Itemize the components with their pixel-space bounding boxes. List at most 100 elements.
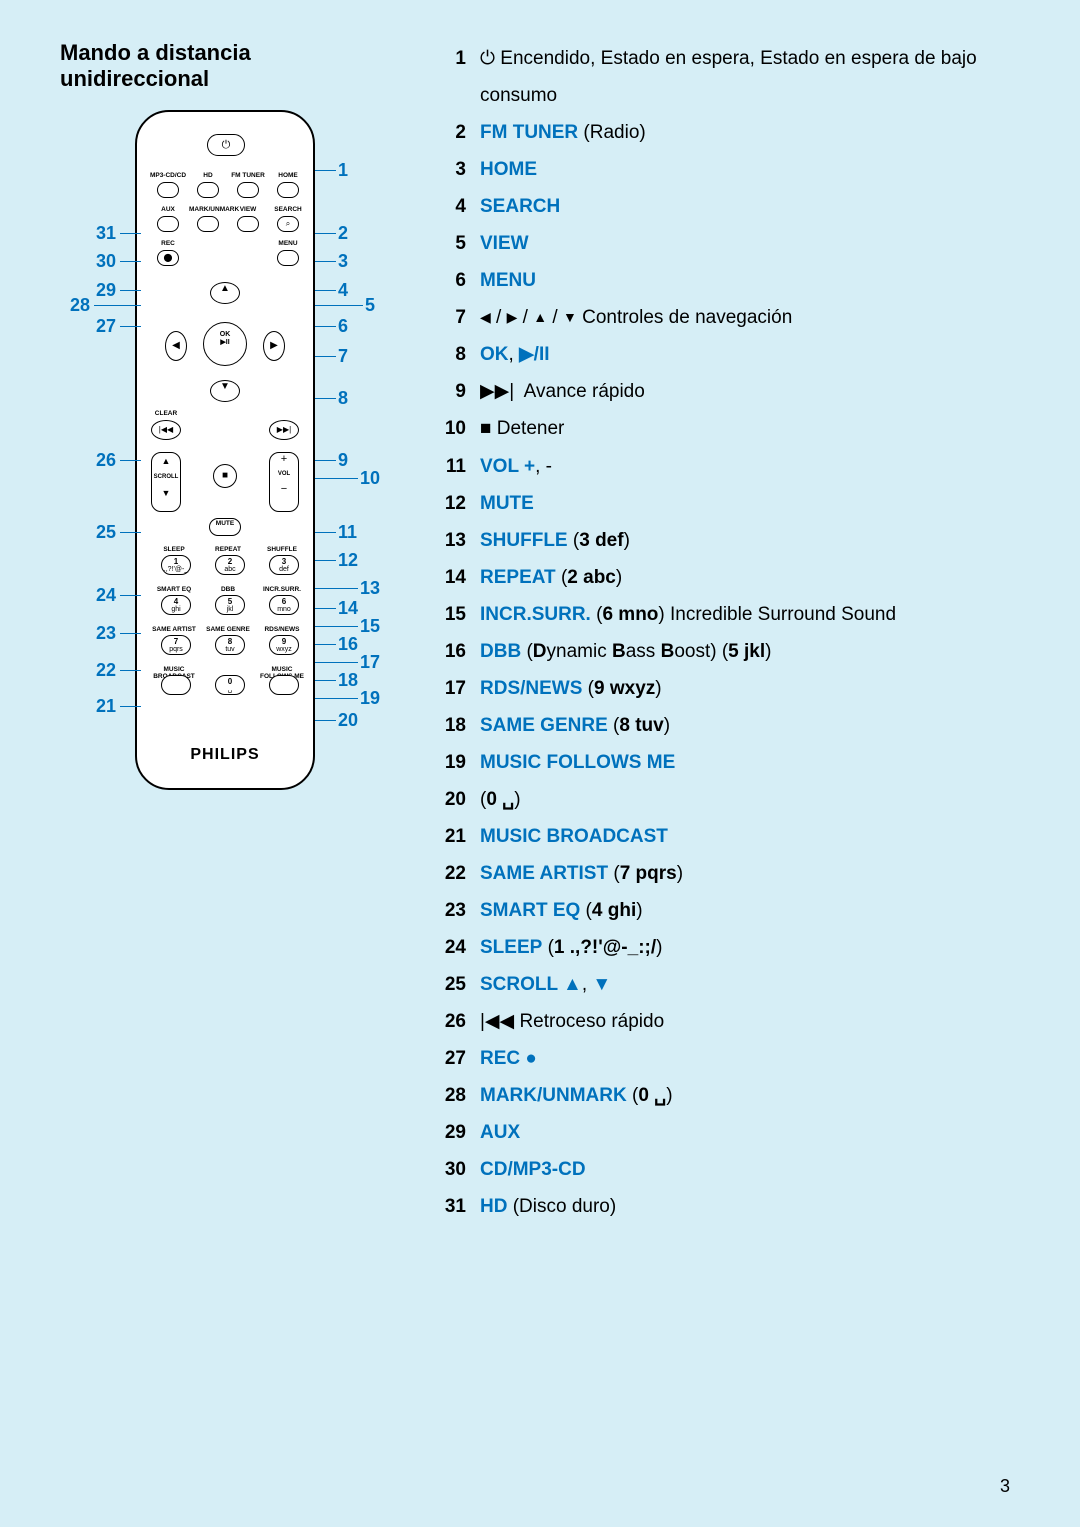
desc-text: MUSIC FOLLOWS ME [480, 744, 1020, 781]
desc-row-22: 22SAME ARTIST (7 pqrs) [440, 855, 1020, 892]
desc-text: ■ Detener [480, 410, 1020, 447]
btn-label: MP3-CD/CD [149, 172, 187, 179]
page-title: Mando a distancia unidireccional [60, 40, 390, 92]
desc-num: 23 [440, 892, 466, 929]
desc-row-4: 4 SEARCH [440, 188, 1020, 225]
source-button [237, 216, 259, 232]
desc-row-9: 9▶▶| Avance rápido [440, 373, 1020, 410]
nav-down: ▼ [210, 380, 240, 402]
desc-text: ▶▶| Avance rápido [480, 373, 1020, 410]
desc-row-18: 18SAME GENRE (8 tuv) [440, 707, 1020, 744]
callout-10: 10 [360, 468, 380, 489]
desc-text: VIEW [480, 225, 1020, 262]
desc-num: 15 [440, 596, 466, 633]
desc-text: MARK/UNMARK (0 ␣) [480, 1077, 1020, 1114]
desc-row-7: 7 ◀ / ▶ / ▲ / ▼ Controles de navegación [440, 299, 1020, 336]
btn-label: HD [189, 172, 227, 179]
desc-row-21: 21MUSIC BROADCAST [440, 818, 1020, 855]
desc-num: 18 [440, 707, 466, 744]
keypad-button: 1.,?!'@-_ [161, 555, 191, 575]
desc-row-11: 11VOL +, - [440, 448, 1020, 485]
nav-right: ▶ [263, 331, 285, 361]
desc-num: 10 [440, 410, 466, 447]
desc-num: 24 [440, 929, 466, 966]
desc-num: 5 [440, 225, 466, 262]
desc-num: 29 [440, 1114, 466, 1151]
keypad-button: 7pqrs [161, 635, 191, 655]
desc-text: SEARCH [480, 188, 1020, 225]
callout-2: 2 [338, 223, 348, 244]
remote-column: Mando a distancia unidireccional ⏻ MP3-C… [60, 40, 390, 830]
desc-num: 11 [440, 448, 466, 485]
desc-row-13: 13SHUFFLE (3 def) [440, 522, 1020, 559]
desc-row-29: 29 AUX [440, 1114, 1020, 1151]
desc-text: REPEAT (2 abc) [480, 559, 1020, 596]
desc-text: HOME [480, 151, 1020, 188]
remote-body: ⏻ MP3-CD/CDHDFM TUNERHOME AUXMARK/UNMARK… [135, 110, 315, 790]
callout-29: 29 [96, 280, 116, 301]
callout-21: 21 [96, 696, 116, 717]
desc-row-8: 8OK, ▶/II [440, 336, 1020, 373]
nav-left: ◀ [165, 331, 187, 361]
desc-num: 6 [440, 262, 466, 299]
desc-num: 7 [440, 299, 466, 336]
desc-row-12: 12MUTE [440, 485, 1020, 522]
desc-row-23: 23 SMART EQ (4 ghi) [440, 892, 1020, 929]
desc-num: 8 [440, 336, 466, 373]
callout-31: 31 [96, 223, 116, 244]
callout-22: 22 [96, 660, 116, 681]
desc-row-31: 31 HD (Disco duro) [440, 1188, 1020, 1225]
key-label: SAME GENRE [201, 626, 255, 633]
keypad-button: 0␣ [215, 675, 245, 695]
keypad-button: 8tuv [215, 635, 245, 655]
desc-num: 31 [440, 1188, 466, 1225]
desc-num: 3 [440, 151, 466, 188]
desc-num: 30 [440, 1151, 466, 1188]
source-button [157, 216, 179, 232]
desc-text: (0 ␣) [480, 781, 1020, 818]
vol-rocker: + VOL − [269, 452, 299, 512]
keypad-button: 9wxyz [269, 635, 299, 655]
callout-24: 24 [96, 585, 116, 606]
desc-text: AUX [480, 1114, 1020, 1151]
desc-num: 4 [440, 188, 466, 225]
desc-text: RDS/NEWS (9 wxyz) [480, 670, 1020, 707]
clear-label: CLEAR [151, 410, 181, 417]
key-label: SHUFFLE [255, 546, 309, 553]
desc-text: HD (Disco duro) [480, 1188, 1020, 1225]
callout-9: 9 [338, 450, 348, 471]
callout-30: 30 [96, 251, 116, 272]
desc-num: 16 [440, 633, 466, 670]
desc-text: SMART EQ (4 ghi) [480, 892, 1020, 929]
btn-label: REC [149, 240, 187, 247]
desc-text: ◀ / ▶ / ▲ / ▼ Controles de navegación [480, 299, 1020, 336]
desc-text: ⏻ Encendido, Estado en espera, Estado en… [480, 40, 1020, 114]
desc-row-19: 19MUSIC FOLLOWS ME [440, 744, 1020, 781]
callout-11: 11 [338, 522, 357, 543]
desc-row-25: 25SCROLL ▲, ▼ [440, 966, 1020, 1003]
nav-up: ▲ [210, 282, 240, 304]
desc-text: CD/MP3-CD [480, 1151, 1020, 1188]
desc-text: FM TUNER (Radio) [480, 114, 1020, 151]
callout-26: 26 [96, 450, 116, 471]
callout-14: 14 [338, 598, 358, 619]
callout-19: 19 [360, 688, 380, 709]
key-label: SAME ARTIST [147, 626, 201, 633]
desc-row-15: 15INCR.SURR. (6 mno) Incredible Surround… [440, 596, 1020, 633]
btn-label: AUX [149, 206, 187, 213]
callout-7: 7 [338, 346, 348, 367]
desc-row-27: 27REC ● [440, 1040, 1020, 1077]
brand: PHILIPS [137, 746, 313, 764]
desc-text: SAME ARTIST (7 pqrs) [480, 855, 1020, 892]
source-button [157, 182, 179, 198]
source-button [277, 250, 299, 266]
desc-num: 20 [440, 781, 466, 818]
scroll-rocker: ▲ SCROLL ▼ [151, 452, 181, 512]
desc-row-28: 28MARK/UNMARK (0 ␣) [440, 1077, 1020, 1114]
mute-label: MUTE [209, 520, 241, 527]
keypad-button: 2abc [215, 555, 245, 575]
desc-text: MUSIC BROADCAST [480, 818, 1020, 855]
callout-27: 27 [96, 316, 116, 337]
power-button: ⏻ [207, 134, 245, 156]
callout-1: 1 [338, 160, 348, 181]
